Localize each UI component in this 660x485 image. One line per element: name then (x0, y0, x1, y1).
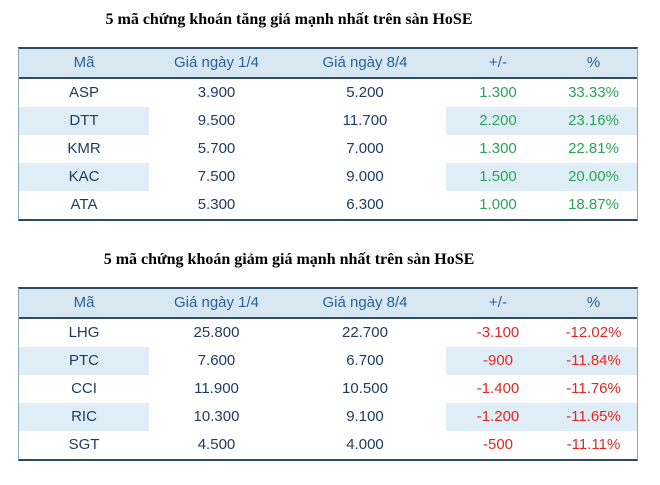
table-row: CCI 11.900 10.500 -1.400 -11.76% (19, 375, 637, 403)
stock-code-cell: ATA (70, 196, 98, 213)
stock-code-cell: DTT (19, 107, 149, 135)
price-apr8-cell: 22.700 (342, 324, 388, 341)
price-apr1-cell: 10.300 (193, 408, 240, 425)
change-cell: 1.000 (479, 196, 517, 213)
change-cell: -900 (446, 347, 550, 375)
percent-cell: -12.02% (565, 324, 622, 341)
price-apr1-cell: 5.300 (197, 196, 236, 213)
percent-cell: 33.33% (568, 84, 619, 101)
table-row: PTC 7.600 6.700 -900 -11.84% (19, 347, 637, 375)
price-apr8-cell: 9.100 (346, 408, 384, 425)
table-row: RIC 10.300 9.100 -1.200 -11.65% (19, 403, 637, 431)
change-cell: 1.300 (479, 140, 517, 157)
gainers-table-title: 5 mã chứng khoán tăng giá mạnh nhất trên… (105, 11, 473, 28)
percent-cell: -11.65% (550, 403, 637, 431)
table-row: ASP 3.900 5.200 1.300 33.33% (19, 79, 637, 107)
price-apr8-cell: 6.300 (346, 196, 384, 213)
table-row: SGT 4.500 4.000 -500 -11.11% (19, 431, 637, 459)
col-header-code: Mã (73, 294, 95, 311)
price-apr8-cell: 7.000 (346, 140, 384, 157)
col-header-change: +/- (489, 54, 507, 71)
change-cell: -1.200 (446, 403, 550, 431)
price-apr1-cell: 7.500 (197, 168, 236, 185)
price-apr8-cell: 5.200 (346, 84, 384, 101)
price-apr1-cell: 3.900 (197, 84, 236, 101)
col-header-percent: % (586, 294, 601, 311)
percent-cell: 18.87% (568, 196, 619, 213)
price-apr1-cell: 11.900 (194, 380, 239, 397)
col-header-change: +/- (489, 294, 507, 311)
stock-code-cell: RIC (19, 403, 149, 431)
col-header-price-apr1: Giá ngày 1/4 (173, 294, 260, 311)
price-apr1-cell: 9.500 (197, 112, 236, 129)
price-apr1-cell: 25.800 (193, 324, 240, 341)
change-cell: 1.300 (479, 84, 517, 101)
percent-cell: 22.81% (568, 140, 619, 157)
col-header-code: Mã (73, 54, 95, 71)
losers-table-title: 5 mã chứng khoán giảm giá mạnh nhất trên… (103, 251, 475, 268)
stock-code-cell: KAC (19, 163, 149, 191)
col-header-price-apr1: Giá ngày 1/4 (173, 54, 260, 71)
col-header-price-apr8: Giá ngày 8/4 (322, 54, 408, 71)
table-row: LHG 25.800 22.700 -3.100 -12.02% (19, 319, 637, 347)
price-apr8-cell: 4.000 (346, 436, 384, 453)
stock-code-cell: CCI (71, 380, 97, 397)
col-header-percent: % (586, 54, 601, 71)
price-apr8-cell: 9.000 (346, 168, 384, 185)
stock-code-cell: KMR (67, 140, 101, 157)
price-apr8-cell: 6.700 (346, 352, 384, 369)
percent-cell: -11.84% (550, 347, 637, 375)
change-cell: 1.500 (446, 163, 550, 191)
gainers-table: Mã Giá ngày 1/4 Giá ngày 8/4 +/- % ASP 3… (18, 47, 638, 221)
table-row: KAC 7.500 9.000 1.500 20.00% (19, 163, 637, 191)
price-apr1-cell: 7.600 (197, 352, 236, 369)
percent-cell: -11.11% (566, 436, 621, 453)
percent-cell: 23.16% (550, 107, 637, 135)
change-cell: 2.200 (446, 107, 550, 135)
change-cell: -1.400 (476, 380, 520, 397)
stock-code-cell: SGT (68, 436, 100, 453)
price-apr8-cell: 11.700 (342, 112, 388, 129)
gainers-header-row: Mã Giá ngày 1/4 Giá ngày 8/4 +/- % (19, 49, 637, 79)
col-header-price-apr8: Giá ngày 8/4 (322, 294, 408, 311)
table-row: ATA 5.300 6.300 1.000 18.87% (19, 191, 637, 219)
losers-table: Mã Giá ngày 1/4 Giá ngày 8/4 +/- % LHG 2… (18, 287, 638, 461)
change-cell: -3.100 (476, 324, 520, 341)
stock-code-cell: PTC (19, 347, 149, 375)
losers-header-row: Mã Giá ngày 1/4 Giá ngày 8/4 +/- % (19, 289, 637, 319)
percent-cell: 20.00% (550, 163, 637, 191)
stock-code-cell: ASP (68, 84, 99, 101)
percent-cell: -11.76% (566, 380, 621, 397)
stock-code-cell: LHG (68, 324, 100, 341)
price-apr1-cell: 5.700 (197, 140, 236, 157)
price-apr8-cell: 10.500 (342, 380, 388, 397)
table-row: KMR 5.700 7.000 1.300 22.81% (19, 135, 637, 163)
price-apr1-cell: 4.500 (197, 436, 236, 453)
table-row: DTT 9.500 11.700 2.200 23.16% (19, 107, 637, 135)
change-cell: -500 (482, 436, 514, 453)
